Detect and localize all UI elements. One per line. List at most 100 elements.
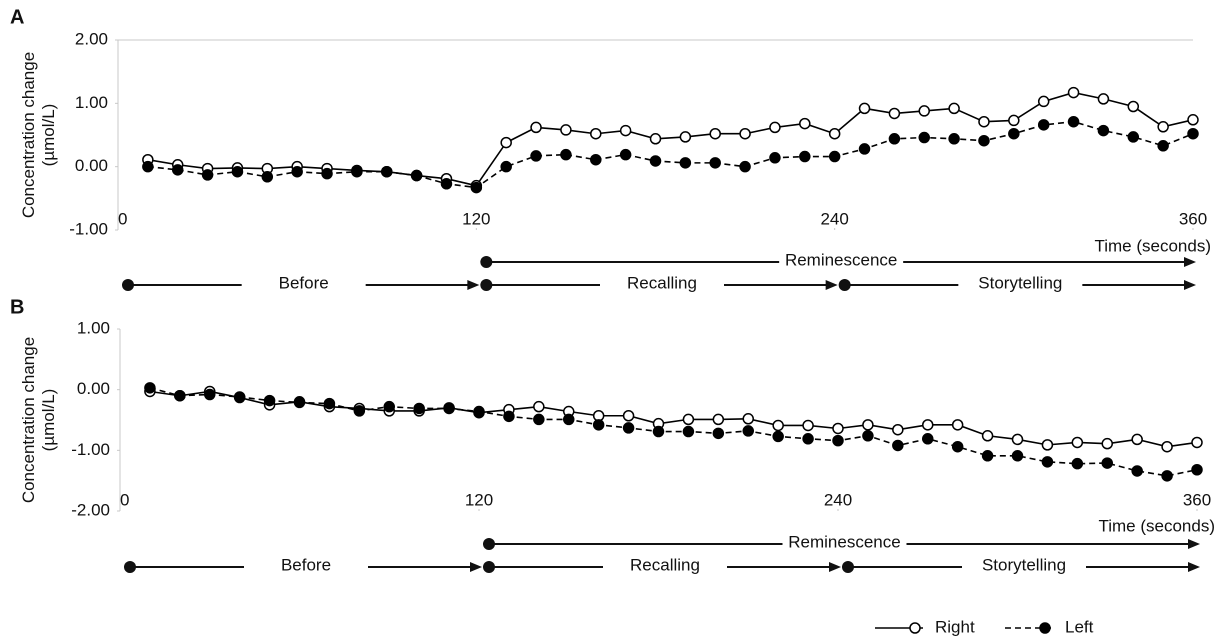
y-axis-label-line: (µmol/L) <box>39 104 58 167</box>
series-line <box>147 120 1194 189</box>
data-point <box>981 450 994 462</box>
data-point <box>1011 450 1024 462</box>
data-point <box>1011 433 1024 446</box>
y-tick-label: 1.00 <box>75 93 108 112</box>
data-point <box>533 413 545 426</box>
data-point <box>832 422 844 435</box>
data-point <box>1067 115 1080 128</box>
y-tick-label: 0.00 <box>75 156 108 175</box>
data-point <box>679 131 692 143</box>
data-point <box>1191 463 1203 476</box>
data-point <box>918 131 930 144</box>
panel-label: A <box>10 6 24 28</box>
y-tick-label: 2.00 <box>75 29 108 48</box>
data-point <box>858 102 871 115</box>
data-point <box>802 419 814 432</box>
data-point <box>351 165 363 178</box>
phase-label: Reminescence <box>785 250 897 269</box>
data-point <box>709 127 721 140</box>
phase-start <box>480 279 493 291</box>
data-point <box>951 419 964 431</box>
data-point <box>978 115 990 128</box>
data-point <box>1101 437 1113 450</box>
data-point <box>503 410 515 423</box>
data-point <box>321 167 333 180</box>
data-point <box>174 389 186 402</box>
data-point <box>742 413 754 425</box>
data-point <box>978 134 990 147</box>
data-point <box>563 413 575 426</box>
data-point <box>470 181 483 194</box>
x-axis-label: Time (seconds) <box>1098 516 1215 535</box>
phase-label: Storytelling <box>982 555 1066 574</box>
y-axis-label: Concentration change(µmol/L) <box>19 337 58 503</box>
data-point <box>772 430 784 443</box>
label-bg <box>241 274 366 296</box>
data-point <box>263 394 276 407</box>
y-tick-label: -2.00 <box>71 500 110 519</box>
data-point <box>712 413 725 426</box>
x-tick-label: 120 <box>465 490 493 509</box>
arrow-head <box>470 562 482 572</box>
data-point <box>1187 127 1199 140</box>
arrow-head <box>1188 539 1200 549</box>
data-point <box>410 169 423 182</box>
data-point <box>233 391 246 403</box>
arrow-head <box>1188 562 1200 572</box>
data-point <box>769 121 781 134</box>
series-line <box>149 387 1198 477</box>
data-point <box>1071 436 1084 449</box>
phase-label: Recalling <box>630 555 700 574</box>
data-point <box>1157 140 1169 152</box>
data-point <box>204 388 216 401</box>
data-point <box>1041 456 1054 468</box>
x-axis-label: Time (seconds) <box>1094 236 1211 255</box>
data-point <box>590 127 602 140</box>
y-tick-label: 0.00 <box>77 379 110 398</box>
x-tick-label: 0 <box>118 209 127 228</box>
data-point <box>1067 86 1080 99</box>
series-line <box>149 390 1198 448</box>
phase-start <box>483 538 495 550</box>
phase-label: Before <box>279 273 329 292</box>
arrow-head <box>1184 280 1196 290</box>
label-bg <box>958 274 1083 296</box>
phase-start <box>124 561 136 573</box>
x-tick-label: 0 <box>120 490 129 509</box>
y-tick-label: 1.00 <box>77 318 110 337</box>
data-point <box>142 160 154 173</box>
arrow-head <box>1184 257 1196 267</box>
data-point <box>1008 127 1020 140</box>
data-point <box>862 419 874 431</box>
data-point <box>530 121 542 134</box>
data-point <box>261 171 274 183</box>
y-axis-label-line: Concentration change <box>19 52 38 218</box>
data-point <box>1071 457 1084 470</box>
data-point <box>201 169 214 181</box>
x-tick-label: 360 <box>1183 490 1211 509</box>
data-point <box>560 148 572 161</box>
data-point <box>291 165 303 178</box>
data-point <box>712 427 725 440</box>
data-point <box>948 133 960 145</box>
data-point <box>383 400 395 413</box>
arrow-head <box>467 280 480 290</box>
data-point <box>353 405 366 417</box>
data-point <box>413 402 425 415</box>
phase-start <box>480 256 493 268</box>
label-bg <box>782 533 907 555</box>
phase-start <box>838 279 851 291</box>
phase-label: Recalling <box>627 273 697 292</box>
data-point <box>1161 440 1173 453</box>
data-point <box>533 400 545 413</box>
data-point <box>622 410 635 422</box>
data-point <box>530 150 542 162</box>
data-point <box>828 150 841 163</box>
data-point <box>443 402 455 415</box>
data-point <box>888 107 901 120</box>
data-point <box>500 160 512 173</box>
phase-label: Storytelling <box>978 273 1062 292</box>
phase-start <box>122 279 134 291</box>
legend-label: Right <box>935 617 975 636</box>
